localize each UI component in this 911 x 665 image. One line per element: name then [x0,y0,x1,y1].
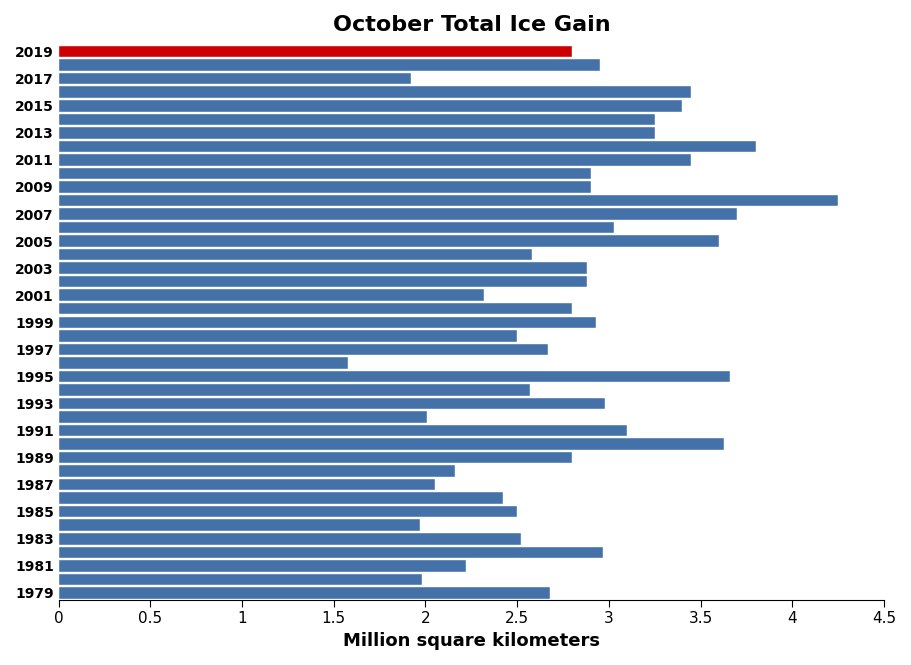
Bar [58,86,691,98]
Title: October Total Ice Gain: October Total Ice Gain [333,15,610,35]
X-axis label: Million square kilometers: Million square kilometers [343,632,599,650]
Bar [58,398,605,409]
Bar [58,73,411,84]
Bar [58,208,737,219]
Bar [58,560,466,571]
Bar [58,506,517,517]
Bar [58,452,572,464]
Bar [58,438,724,450]
Bar [58,46,572,57]
Bar [58,249,532,261]
Bar [58,479,435,490]
Bar [58,330,517,342]
Bar [58,100,682,112]
Bar [58,140,755,152]
Bar [58,574,422,585]
Bar [58,519,420,531]
Bar [58,195,838,206]
Bar [58,303,572,315]
Bar [58,235,719,247]
Bar [58,411,427,423]
Bar [58,154,691,166]
Bar [58,425,627,436]
Bar [58,127,655,138]
Bar [58,587,550,599]
Bar [58,276,587,287]
Bar [58,344,548,355]
Bar [58,181,590,193]
Bar [58,168,590,179]
Bar [58,357,349,368]
Bar [58,263,587,274]
Bar [58,465,455,477]
Bar [58,222,614,233]
Bar [58,370,730,382]
Bar [58,547,603,558]
Bar [58,492,503,504]
Bar [58,384,530,396]
Bar [58,59,599,71]
Bar [58,317,596,328]
Bar [58,114,655,125]
Bar [58,289,484,301]
Bar [58,533,521,545]
